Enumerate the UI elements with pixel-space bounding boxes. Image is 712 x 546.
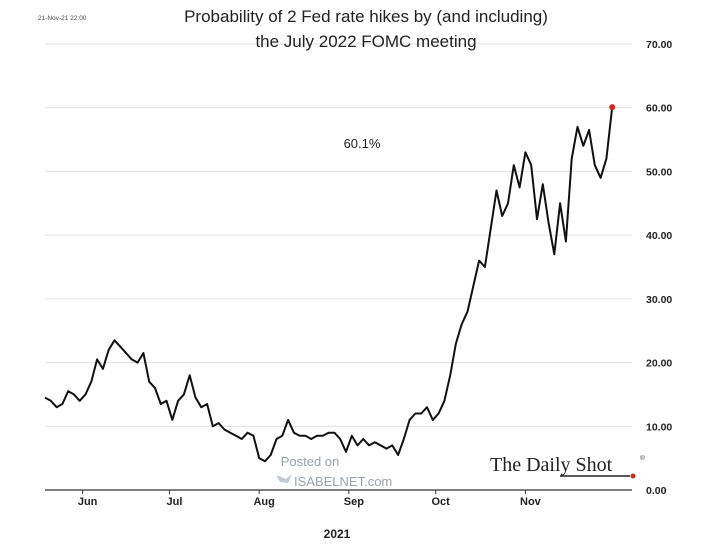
watermark: Posted on ISABELNET.com bbox=[276, 454, 392, 489]
y-tick-label: 50.00 bbox=[646, 166, 672, 178]
x-tick-label: Aug bbox=[253, 496, 274, 508]
gridlines bbox=[45, 43, 632, 427]
brand-mark: ® bbox=[640, 454, 645, 462]
x-axis-label: 2021 bbox=[324, 527, 351, 541]
y-tick-label: 20.00 bbox=[646, 358, 672, 370]
brand: The Daily Shot ® bbox=[490, 454, 645, 476]
chart-title-line1: Probability of 2 Fed rate hikes by (and … bbox=[184, 7, 548, 26]
value-annotation: 60.1% bbox=[344, 136, 381, 151]
brand-name: The Daily Shot bbox=[490, 454, 613, 476]
y-tick-label: 40.00 bbox=[646, 230, 672, 242]
title: Probability of 2 Fed rate hikes by (and … bbox=[184, 7, 548, 51]
y-tick-label: 10.00 bbox=[646, 421, 672, 433]
watermark-bird-icon bbox=[276, 474, 292, 483]
series-line bbox=[44, 106, 614, 463]
watermark-posted-on: Posted on bbox=[281, 454, 340, 469]
y-tick-label: 0.00 bbox=[646, 485, 667, 497]
x-tick-label: Oct bbox=[432, 496, 451, 508]
plot bbox=[44, 104, 636, 479]
x-axis: Jun Jul Aug Sep Oct Nov bbox=[45, 489, 632, 508]
y-tick-label: 30.00 bbox=[646, 294, 672, 306]
x-tick-label: Sep bbox=[344, 496, 364, 508]
watermark-site: ISABELNET.com bbox=[294, 474, 392, 489]
chart-title-line2: the July 2022 FOMC meeting bbox=[255, 32, 476, 51]
y-axis: 0.00 10.00 20.00 30.00 40.00 50.00 60.00 70.00 bbox=[646, 39, 672, 497]
y-tick-label: 60.00 bbox=[646, 103, 672, 115]
x-tick-label: Nov bbox=[520, 496, 542, 508]
last-value-marker bbox=[609, 104, 616, 111]
x-tick-label: Jun bbox=[78, 496, 98, 508]
x-tick-label: Jul bbox=[166, 496, 182, 508]
brand-dot bbox=[630, 473, 636, 479]
timestamp: 21-Nov-21 22:00 bbox=[38, 15, 87, 22]
y-tick-label: 70.00 bbox=[646, 39, 672, 51]
